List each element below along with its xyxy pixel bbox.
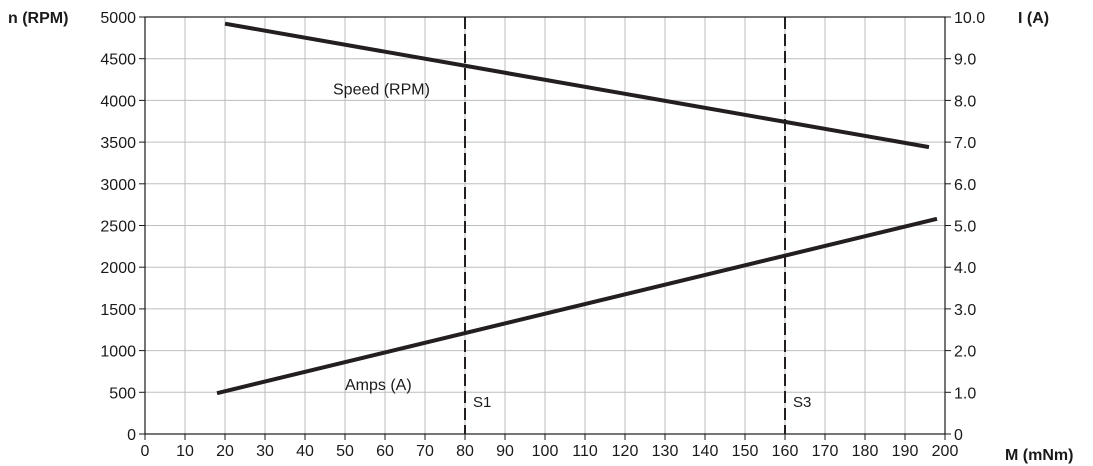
series-lines [216, 21, 938, 396]
x-tick-label: 60 [376, 443, 394, 460]
x-tick-label: 50 [336, 443, 354, 460]
y-right-tick-label: 3.0 [954, 302, 976, 319]
y-right-tick-label: 2.0 [954, 344, 976, 361]
x-tick-label: 110 [572, 443, 598, 460]
x-tick-label: 70 [416, 443, 434, 460]
x-tick-label: 160 [772, 443, 799, 460]
y-right-tick-label: 4.0 [954, 260, 976, 277]
y-left-tick-label: 3000 [100, 177, 136, 194]
plot-frame [144, 16, 946, 435]
y-left-tick-label: 500 [109, 385, 136, 402]
y-left-tick-label: 3500 [100, 135, 136, 152]
series-line-amps [216, 216, 938, 396]
x-tick-label: 130 [652, 443, 679, 460]
x-tick-label: 40 [296, 443, 314, 460]
marker-label-s1: S1 [473, 394, 491, 411]
y-left-tick-label: 5000 [100, 10, 136, 27]
x-tick-label: 120 [612, 443, 639, 460]
x-tick-label: 180 [852, 443, 879, 460]
axes [139, 16, 951, 440]
marker-label-s3: S3 [793, 394, 811, 411]
x-tick-label: 20 [216, 443, 234, 460]
y-left-tick-label: 4500 [100, 52, 136, 69]
y-left-tick-label: 0 [127, 427, 136, 444]
y-left-tick-label: 1000 [100, 344, 136, 361]
y-right-tick-label: 7.0 [954, 135, 976, 152]
x-tick-label: 0 [141, 443, 150, 460]
x-tick-label: 80 [456, 443, 474, 460]
x-tick-label: 190 [892, 443, 919, 460]
series-label-speed: Speed (RPM) [333, 82, 430, 99]
operating-point-markers [464, 17, 786, 434]
x-tick-label: 90 [496, 443, 514, 460]
x-tick-label: 10 [176, 443, 194, 460]
series-line-speed [224, 21, 930, 150]
x-tick-label: 100 [532, 443, 559, 460]
x-axis-title: M (mNm) [1005, 447, 1073, 464]
x-tick-label: 150 [732, 443, 759, 460]
grid [145, 17, 945, 434]
x-tick-label: 200 [932, 443, 959, 460]
y-right-axis-title: I (A) [1018, 10, 1049, 27]
y-left-tick-label: 1500 [100, 302, 136, 319]
x-tick-label: 30 [256, 443, 274, 460]
y-right-tick-label: 1.0 [954, 385, 976, 402]
y-right-tick-label: 9.0 [954, 52, 976, 69]
y-right-tick-label: 0 [954, 427, 963, 444]
y-right-tick-label: 10.0 [954, 10, 985, 27]
y-right-tick-label: 8.0 [954, 93, 976, 110]
y-right-tick-label: 5.0 [954, 219, 976, 236]
x-tick-label: 140 [692, 443, 719, 460]
series-label-amps: Amps (A) [345, 377, 412, 394]
y-left-tick-label: 2500 [100, 219, 136, 236]
y-left-tick-label: 4000 [100, 93, 136, 110]
y-left-axis-title: n (RPM) [8, 10, 68, 27]
y-left-tick-label: 2000 [100, 260, 136, 277]
labels: n (RPM) I (A) M (mNm) 0 10 20 30 40 50 60 70 80 9… [8, 10, 1073, 464]
x-tick-label: 170 [812, 443, 839, 460]
y-right-tick-label: 6.0 [954, 177, 976, 194]
